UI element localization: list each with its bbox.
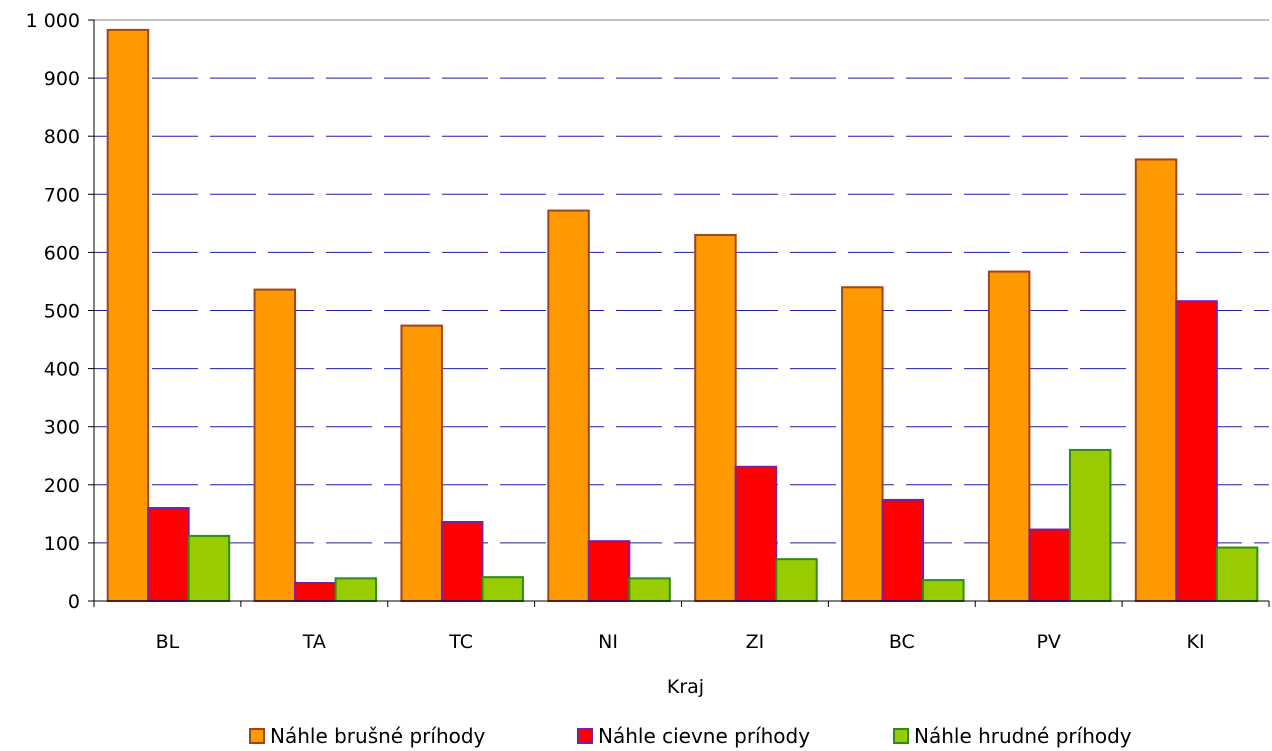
bar: [400, 324, 443, 602]
y-tick-label: 400: [44, 359, 80, 381]
y-tick-label: 700: [44, 184, 80, 206]
bar: [334, 577, 378, 603]
y-tick-label: 900: [44, 68, 80, 90]
bar: [734, 465, 778, 602]
bar: [147, 507, 190, 603]
bar: [841, 286, 884, 602]
bar: [1134, 158, 1178, 602]
bar: [1028, 528, 1071, 602]
x-tick-label: TC: [448, 631, 473, 653]
y-tick-label: 500: [44, 301, 80, 323]
y-tick-label: 600: [44, 242, 80, 264]
y-tick-label: 200: [44, 475, 80, 497]
bar: [1068, 448, 1112, 602]
legend-label: Náhle cievne príhody: [598, 724, 810, 748]
bar: [481, 576, 524, 603]
bar: [1175, 300, 1218, 602]
x-tick-label: NI: [598, 631, 618, 653]
y-tick-label: 100: [44, 533, 80, 555]
x-tick-label: TA: [302, 631, 326, 653]
y-tick-label: 300: [44, 417, 80, 439]
x-axis-label: Kraj: [667, 676, 704, 698]
bar: [881, 498, 925, 603]
x-tick-label: PV: [1036, 631, 1060, 653]
x-tick-label: ZI: [746, 631, 765, 653]
bar: [775, 558, 818, 603]
bar: [922, 579, 965, 602]
legend-swatch: [893, 728, 909, 744]
bar: [294, 581, 337, 603]
bar: [1215, 546, 1259, 602]
x-tick-label: KI: [1187, 631, 1205, 653]
bars: [106, 28, 1259, 603]
bar: [587, 540, 631, 602]
bar: [106, 28, 150, 602]
bar: [187, 534, 231, 602]
legend-label: Náhle brušné príhody: [270, 724, 486, 748]
bar: [440, 520, 484, 603]
legend-swatch: [249, 728, 265, 744]
y-tick-label: 0: [68, 591, 80, 613]
legend: Náhle brušné príhody Náhle cievne príhody…: [249, 724, 1132, 748]
x-axis-ticks: BL TA TC NI ZI BC PV KI: [93, 601, 1270, 653]
legend-swatch: [577, 728, 593, 744]
x-tick-label: BC: [889, 631, 915, 653]
legend-label: Náhle hrudné príhody: [914, 724, 1132, 748]
y-axis-ticks: 0 100 200 300 400 500 600 700 800 900 1 000: [26, 10, 94, 613]
bar: [628, 577, 671, 603]
bar: [547, 209, 590, 602]
bar: [987, 270, 1031, 602]
y-tick-label: 1 000: [26, 10, 80, 32]
bar: [253, 288, 297, 602]
bar: [694, 233, 737, 602]
x-tick-label: BL: [156, 631, 180, 653]
y-tick-label: 800: [44, 126, 80, 148]
